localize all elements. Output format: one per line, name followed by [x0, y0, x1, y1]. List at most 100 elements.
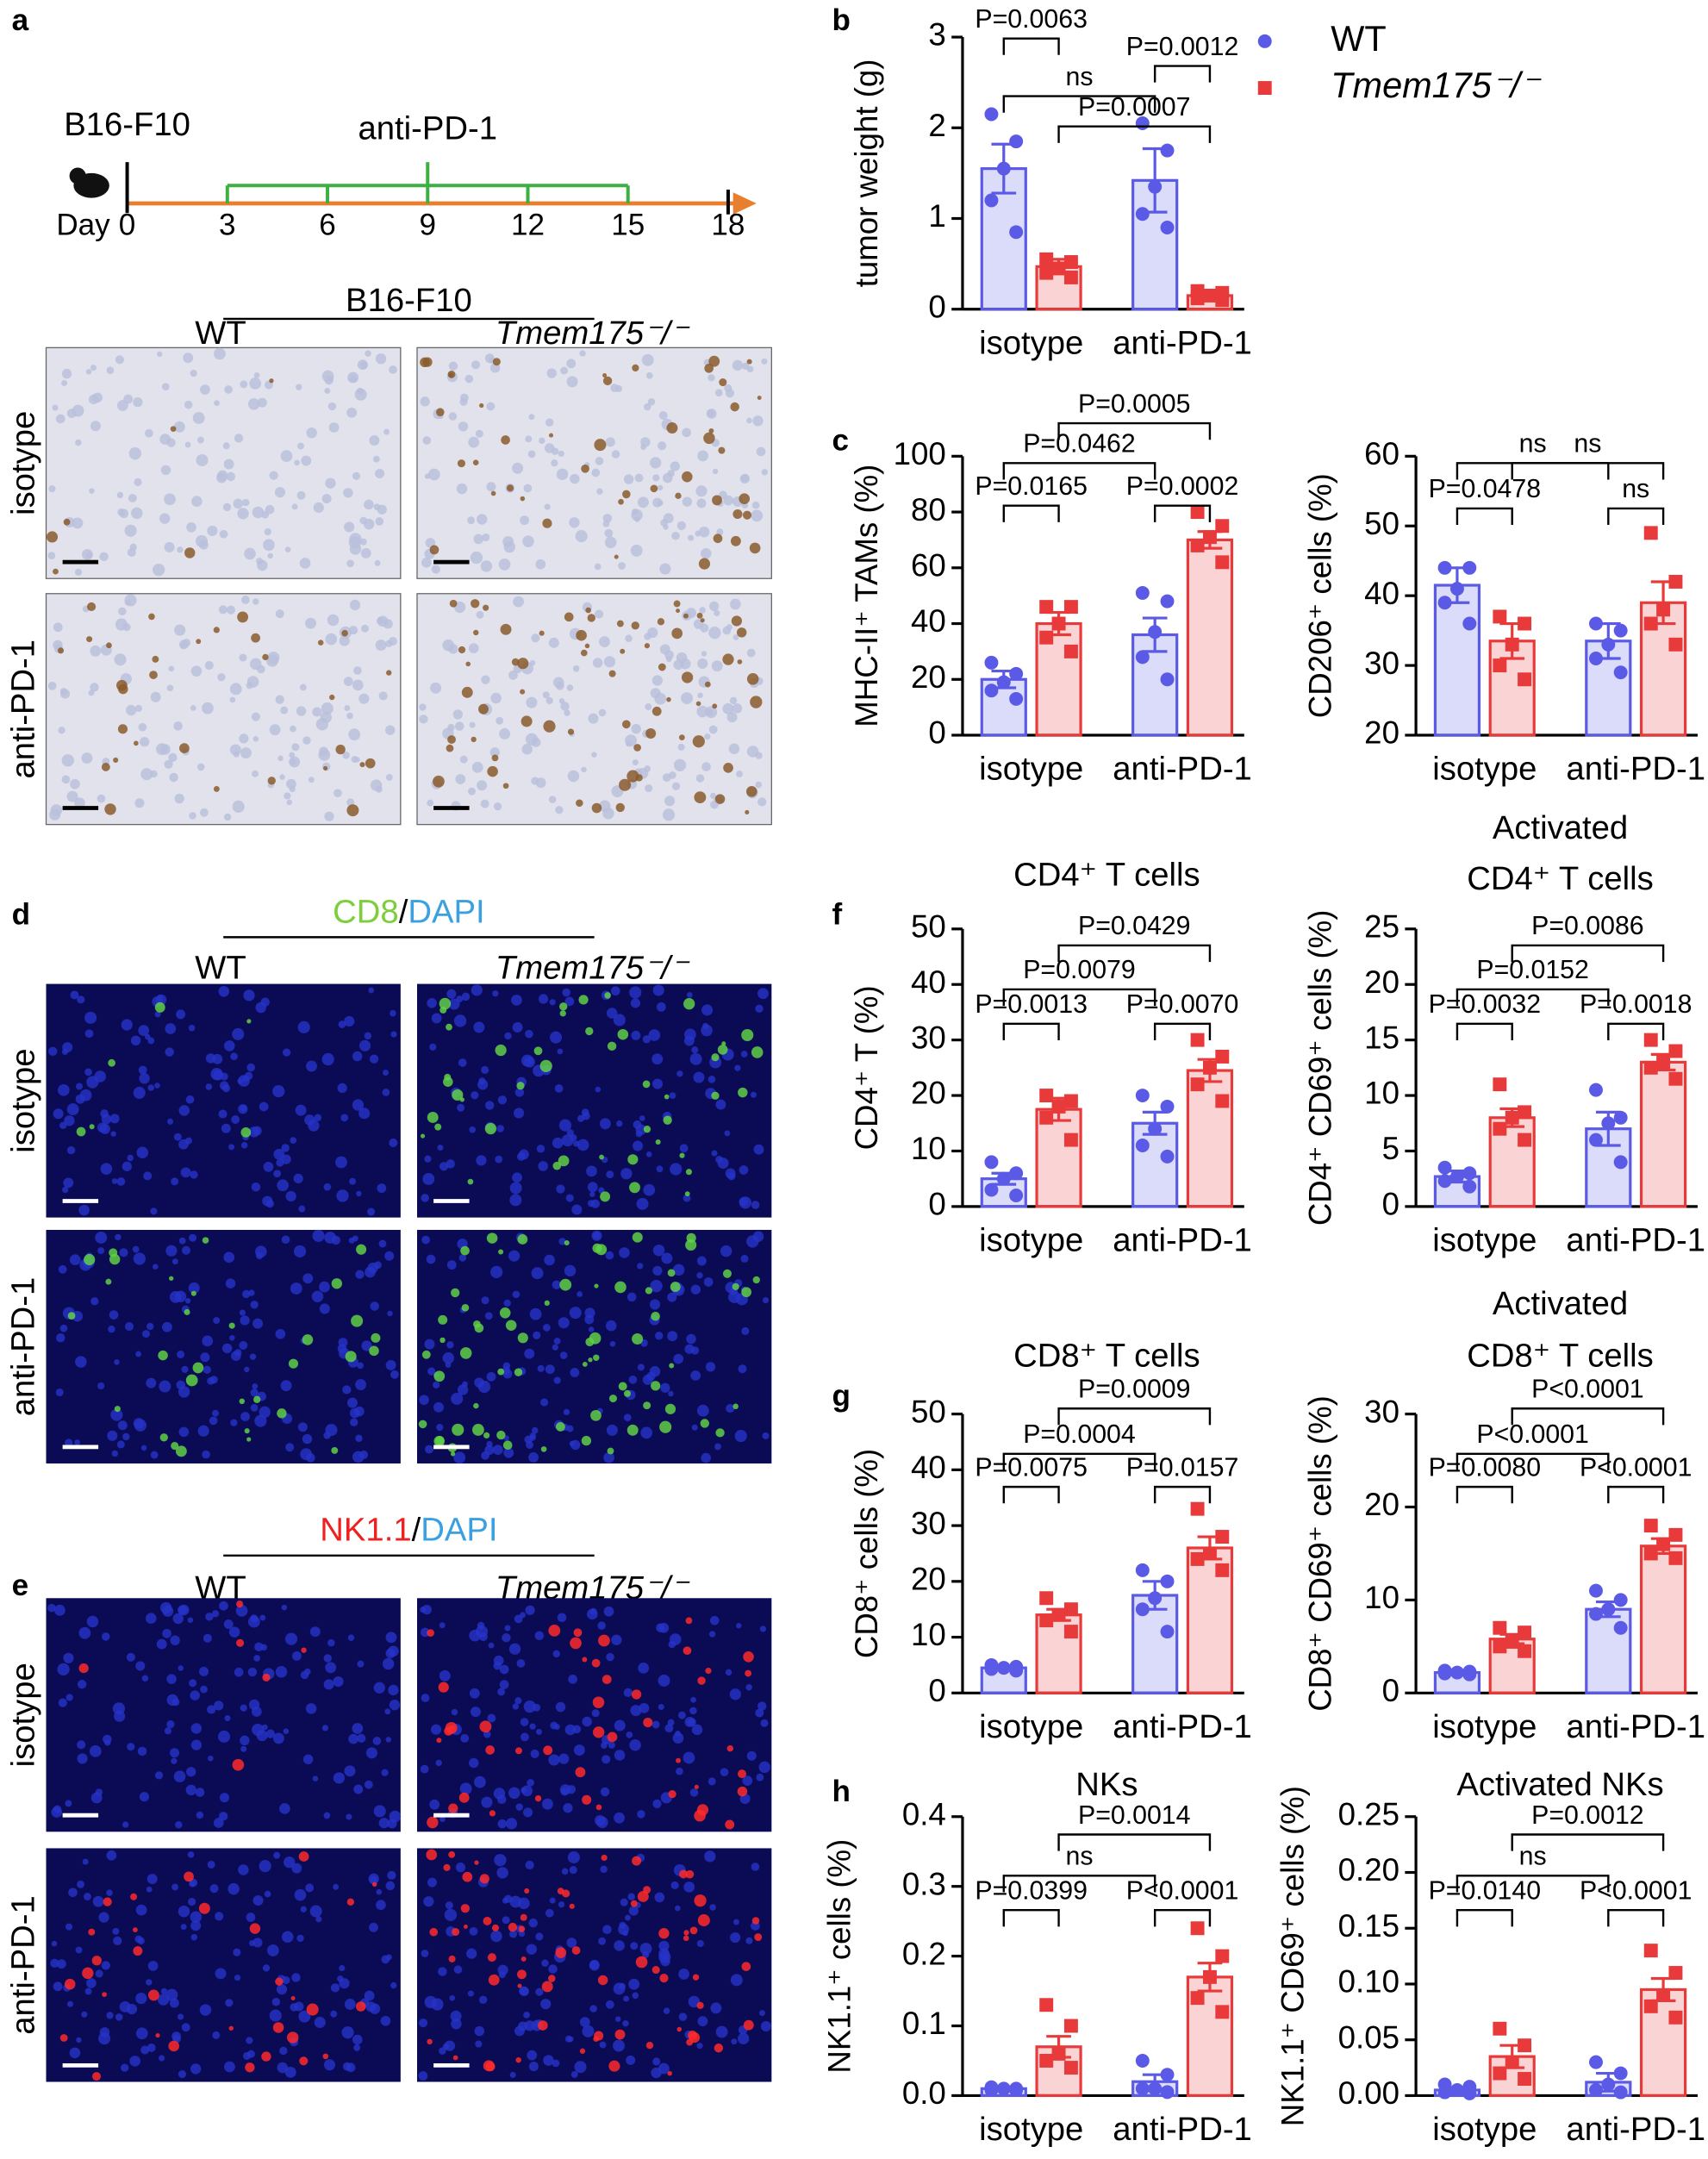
nucleus	[166, 1720, 175, 1729]
nucleus	[420, 1607, 427, 1613]
nucleus	[427, 1367, 436, 1376]
nucleus	[509, 1895, 522, 1908]
nucleus	[280, 450, 293, 462]
nucleus	[314, 2016, 326, 2028]
stained-cell	[632, 1232, 643, 1243]
nucleus	[142, 1330, 150, 1338]
nucleus	[239, 1341, 248, 1351]
nucleus	[265, 1200, 274, 1208]
nucleus	[84, 1011, 97, 1024]
data-point	[1063, 644, 1078, 658]
nucleus	[72, 517, 84, 529]
stained-cell	[543, 1745, 553, 1756]
nucleus	[689, 1052, 702, 1065]
nucleus	[250, 1403, 259, 1412]
nucleus	[111, 1450, 119, 1457]
nucleus	[344, 521, 355, 533]
nucleus	[704, 733, 711, 740]
nucleus	[349, 374, 358, 383]
nucleus	[246, 682, 253, 690]
nucleus	[374, 1261, 382, 1270]
nucleus	[652, 474, 660, 482]
nucleus	[277, 2062, 289, 2074]
stained-cell	[713, 534, 723, 544]
stained-cell	[745, 809, 750, 814]
nucleus	[352, 471, 361, 480]
stained-cell	[632, 1332, 644, 1345]
stained-cell	[505, 1320, 517, 1331]
nucleus	[147, 1961, 159, 1971]
nucleus	[419, 714, 428, 724]
comparison-bracket	[1057, 125, 1212, 143]
data-point	[1063, 600, 1078, 615]
stained-cell	[659, 1974, 669, 1983]
comparison-bracket	[1057, 1833, 1212, 1851]
stained-cell	[154, 1002, 165, 1013]
comparison-bracket	[1456, 1485, 1513, 1504]
nucleus	[652, 984, 664, 996]
data-point	[1215, 2005, 1230, 2019]
nucleus	[114, 1359, 120, 1365]
stained-cell	[185, 1374, 198, 1387]
stained-cell	[506, 484, 514, 492]
nucleus	[496, 716, 504, 725]
nucleus	[446, 1260, 457, 1270]
nucleus	[70, 990, 79, 1000]
nucleus	[323, 1182, 332, 1191]
nucleus	[171, 1757, 178, 1764]
nucleus	[279, 1803, 290, 1814]
nucleus	[156, 743, 168, 756]
nucleus	[190, 1170, 198, 1179]
stained-cell	[427, 1816, 439, 1829]
stained-cell	[317, 640, 324, 646]
stained-cell	[301, 1647, 307, 1653]
stained-cell	[108, 1058, 115, 1067]
nucleus	[378, 1818, 390, 1829]
nucleus	[741, 1326, 750, 1335]
nucleus	[147, 1084, 155, 1091]
nucleus	[257, 397, 267, 408]
nucleus	[722, 626, 732, 635]
nucleus	[710, 792, 717, 799]
nucleus	[117, 400, 128, 411]
nucleus	[102, 1632, 110, 1641]
nucleus	[505, 1818, 518, 1830]
nucleus	[493, 1788, 506, 1800]
stained-cell	[346, 1898, 355, 1906]
nucleus	[676, 1070, 683, 1077]
nucleus	[497, 1095, 508, 1105]
nucleus	[499, 1680, 509, 1689]
nucleus	[477, 1380, 491, 1394]
data-point	[1148, 1591, 1163, 1606]
nucleus	[284, 792, 291, 800]
nucleus	[595, 1086, 602, 1093]
stained-cell	[559, 1002, 568, 1011]
stained-cell	[184, 547, 196, 558]
nucleus	[446, 1341, 454, 1349]
data-point	[1493, 658, 1507, 673]
nucleus	[724, 1130, 731, 1137]
comparison-label: P=0.0014	[1078, 1801, 1191, 1830]
stained-cell	[472, 1424, 484, 1436]
nucleus	[514, 1697, 522, 1705]
nucleus	[255, 1245, 267, 1258]
nucleus	[671, 782, 681, 790]
nucleus	[290, 1282, 302, 1295]
stained-cell	[570, 1637, 582, 1650]
nucleus	[722, 702, 734, 714]
stained-cell	[345, 1351, 357, 1363]
data-point	[1160, 672, 1175, 687]
stained-cell	[463, 1925, 468, 1929]
nucleus	[645, 1151, 652, 1157]
stained-cell	[331, 1446, 339, 1454]
nucleus	[550, 1721, 558, 1730]
nucleus	[146, 1613, 157, 1624]
nucleus	[599, 800, 611, 813]
stained-cell	[46, 531, 59, 543]
nucleus	[205, 1053, 216, 1064]
nucleus	[165, 1988, 178, 2001]
nucleus	[481, 1796, 493, 1808]
stained-cell	[607, 1041, 617, 1051]
nucleus	[209, 1416, 218, 1426]
nucleus	[119, 2000, 131, 2012]
